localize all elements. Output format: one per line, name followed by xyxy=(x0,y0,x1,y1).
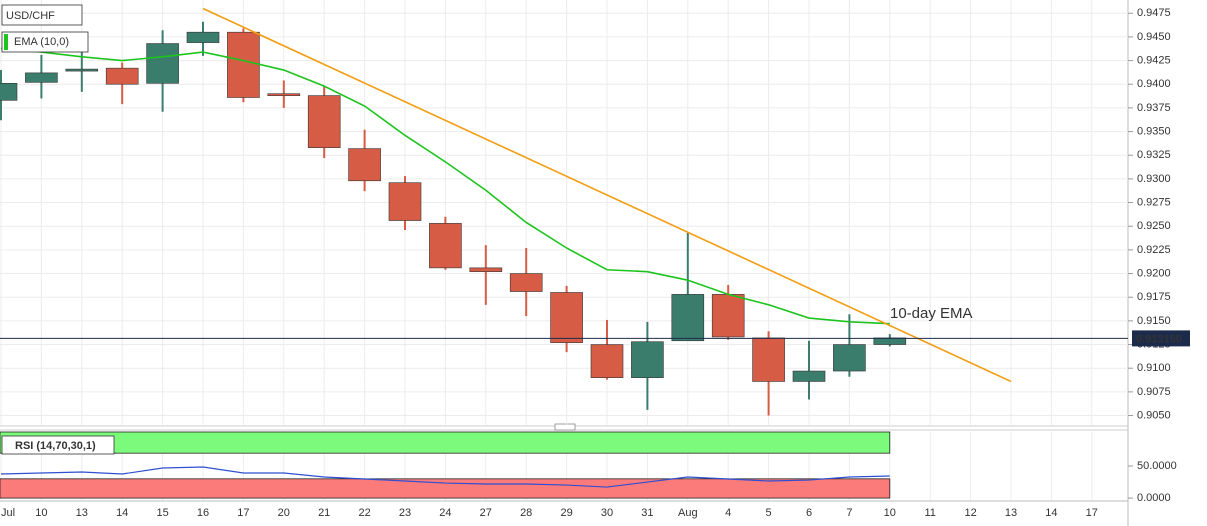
x-tick-label: 28 xyxy=(520,507,532,519)
x-tick-label: 17 xyxy=(1086,507,1098,519)
candle-body xyxy=(65,68,99,72)
x-tick-label: 17 xyxy=(237,507,249,519)
candle-body xyxy=(631,341,664,378)
y-tick-label: 0.9250 xyxy=(1137,220,1171,232)
title-box xyxy=(1,4,83,26)
y-tick-label: 0.9200 xyxy=(1137,267,1171,279)
current-price-box xyxy=(1132,330,1190,347)
candle-body xyxy=(388,182,422,221)
x-tick-label: Jul xyxy=(1,507,15,519)
chart-title: USD/CHF xyxy=(6,10,55,22)
candle-body xyxy=(186,31,220,43)
y-tick-label: 0.9375 xyxy=(1137,102,1171,114)
candle-body xyxy=(348,148,381,182)
candle-body xyxy=(25,72,58,83)
candle-body xyxy=(307,95,341,148)
x-tick-label: 14 xyxy=(116,507,128,519)
candle-body xyxy=(752,337,785,382)
x-tick-label: 21 xyxy=(318,507,330,519)
x-tick-label: 15 xyxy=(156,507,168,519)
x-tick-label: 5 xyxy=(766,507,772,519)
x-tick-label: 23 xyxy=(399,507,411,519)
candle-body xyxy=(590,344,624,378)
rsi-band xyxy=(0,431,891,454)
y-tick-label: 0.9350 xyxy=(1137,125,1171,137)
candle-body xyxy=(711,294,745,338)
x-tick-label: 22 xyxy=(358,507,370,519)
rsi-line xyxy=(0,466,890,488)
rsi-band xyxy=(0,478,891,499)
candle-body xyxy=(0,82,18,101)
x-tick-label: 4 xyxy=(725,507,731,519)
x-tick-label: 13 xyxy=(76,507,88,519)
panel-resize-grip[interactable] xyxy=(554,423,576,431)
price-panel xyxy=(0,0,1128,425)
y-tick-label: 0.9100 xyxy=(1137,362,1171,374)
y-tick-label: 0.9175 xyxy=(1137,291,1171,303)
x-tick-label: 31 xyxy=(641,507,653,519)
legend-swatch xyxy=(4,34,8,50)
candle-body xyxy=(873,337,907,345)
x-tick-label: 7 xyxy=(846,507,852,519)
y-tick-label: 50.0000 xyxy=(1137,460,1177,472)
candle-body xyxy=(550,292,583,343)
y-tick-label: 0.0000 xyxy=(1137,492,1171,504)
trendline xyxy=(202,7,1012,383)
y-tick-label: 0.9075 xyxy=(1137,386,1171,398)
legend-label: EMA (10,0) xyxy=(14,36,69,48)
x-tick-label: 6 xyxy=(806,507,812,519)
y-tick-label: 0.9475 xyxy=(1137,7,1171,19)
rsi-title-box xyxy=(1,435,115,455)
y-tick-label: 0.9150 xyxy=(1137,315,1171,327)
x-tick-label: 11 xyxy=(924,507,935,519)
candle-body xyxy=(833,344,866,372)
x-tick-label: 12 xyxy=(964,507,976,519)
x-tick-label: 10 xyxy=(884,507,896,519)
x-tick-label: 27 xyxy=(480,507,492,519)
candle-body xyxy=(469,267,503,272)
candle-body xyxy=(146,43,179,84)
x-tick-label: 13 xyxy=(1005,507,1017,519)
x-tick-label: 29 xyxy=(560,507,572,519)
rsi-title: RSI (14,70,30,1) xyxy=(15,440,96,452)
x-tick-label: 30 xyxy=(601,507,613,519)
candle-body xyxy=(105,67,139,85)
ema-line xyxy=(0,47,890,325)
annotation: 10-day EMA xyxy=(890,305,973,322)
candle-body xyxy=(509,273,543,292)
y-tick-label: 0.9275 xyxy=(1137,196,1171,208)
x-tick-label: 14 xyxy=(1045,507,1057,519)
y-tick-label: 0.9300 xyxy=(1137,173,1171,185)
candle-body xyxy=(227,31,260,98)
y-tick-label: 0.9450 xyxy=(1137,31,1171,43)
x-tick-label: Aug xyxy=(678,507,698,519)
y-tick-label: 0.9400 xyxy=(1137,78,1171,90)
candle-body xyxy=(671,294,705,342)
candle-body xyxy=(429,223,462,269)
legend-box xyxy=(1,31,89,53)
y-tick-label: 0.9425 xyxy=(1137,54,1171,66)
x-tick-label: 16 xyxy=(197,507,209,519)
x-tick-label: 20 xyxy=(278,507,290,519)
x-tick-label: 24 xyxy=(439,507,451,519)
x-tick-label: 10 xyxy=(35,507,47,519)
y-tick-label: 0.9225 xyxy=(1137,244,1171,256)
candle-body xyxy=(267,93,301,97)
candle-body xyxy=(792,370,826,382)
current-price-label: 0.913150 xyxy=(1136,333,1182,345)
y-tick-label: 0.9050 xyxy=(1137,409,1171,421)
y-tick-label: 0.9325 xyxy=(1137,149,1171,161)
